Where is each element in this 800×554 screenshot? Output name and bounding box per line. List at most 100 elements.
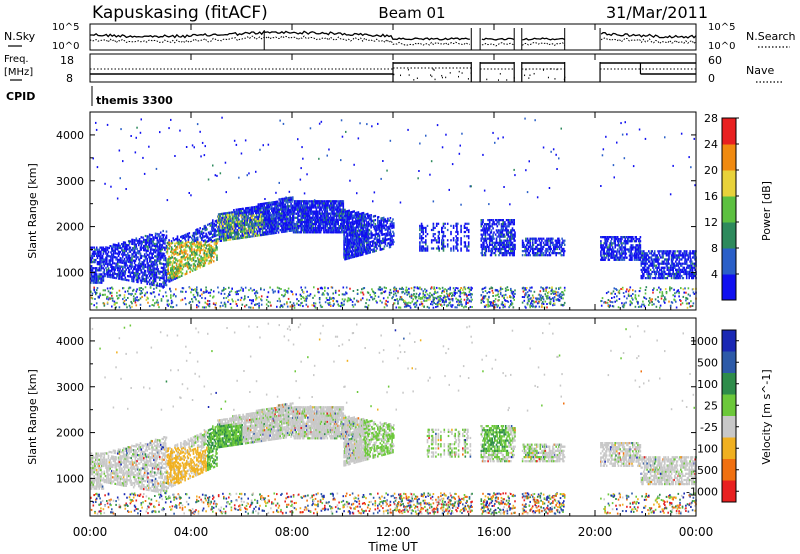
range-cell <box>244 236 246 239</box>
range-cell <box>177 253 180 256</box>
range-cell <box>353 216 355 219</box>
range-cell <box>131 263 133 266</box>
range-cell <box>140 236 143 239</box>
range-cell <box>248 225 250 228</box>
range-cell <box>217 213 220 216</box>
range-cell <box>195 266 197 269</box>
range-cell <box>281 214 283 217</box>
nave-dot <box>430 74 432 76</box>
range-cell <box>301 146 303 149</box>
range-cell <box>144 272 147 275</box>
range-cell <box>151 240 153 243</box>
range-cell <box>256 215 259 219</box>
range-cell <box>203 254 206 257</box>
range-cell <box>345 220 347 224</box>
range-cell <box>354 212 356 215</box>
range-cell <box>311 202 313 205</box>
range-cell <box>132 238 134 241</box>
range-cell <box>128 269 131 272</box>
range-cell <box>345 210 347 213</box>
range-cell <box>207 291 210 294</box>
range-cell <box>193 262 196 265</box>
range-cell <box>333 208 335 211</box>
range-cell <box>282 218 285 221</box>
range-cell <box>355 232 357 235</box>
range-cell <box>194 296 196 299</box>
range-cell <box>351 256 354 259</box>
range-cell <box>345 212 347 215</box>
range-cell <box>230 290 233 293</box>
range-cell <box>347 244 350 248</box>
range-cell <box>100 246 102 249</box>
range-cell <box>212 250 214 253</box>
range-cell <box>314 206 317 209</box>
range-cell <box>317 227 319 230</box>
range-cell <box>304 216 307 219</box>
range-cell <box>157 259 159 263</box>
range-cell <box>409 295 411 298</box>
range-cell <box>108 273 111 276</box>
range-cell <box>255 303 257 306</box>
range-cell <box>192 267 195 270</box>
range-cell <box>288 198 291 202</box>
range-cell <box>228 211 231 214</box>
range-cell <box>356 244 359 247</box>
range-cell <box>200 263 202 267</box>
range-cell <box>393 302 396 305</box>
range-cell <box>244 230 246 233</box>
range-cell <box>102 258 105 262</box>
range-cell <box>159 278 161 281</box>
range-cell <box>262 144 264 147</box>
range-cell <box>147 280 149 283</box>
range-cell <box>332 218 334 221</box>
range-cell <box>329 200 332 203</box>
range-cell <box>354 236 356 240</box>
range-cell <box>254 234 256 237</box>
range-cell <box>322 218 324 221</box>
range-cell <box>102 267 105 270</box>
range-cell <box>121 269 123 272</box>
range-cell <box>95 275 97 278</box>
range-cell <box>288 229 291 232</box>
range-cell <box>217 229 220 232</box>
range-cell <box>196 267 198 270</box>
range-cell <box>233 231 236 234</box>
range-cell <box>95 277 98 280</box>
range-cell <box>95 279 97 282</box>
range-cell <box>333 212 335 215</box>
range-cell <box>177 272 180 275</box>
range-cell <box>388 233 391 236</box>
range-cell <box>164 281 167 285</box>
range-cell <box>377 238 380 241</box>
range-cell <box>193 296 196 299</box>
range-cell <box>214 306 217 309</box>
range-cell <box>175 246 178 249</box>
range-cell <box>382 160 384 162</box>
range-cell <box>229 215 232 218</box>
range-cell <box>266 230 269 234</box>
range-cell <box>127 266 130 270</box>
nave-dot <box>457 75 459 78</box>
range-cell <box>303 299 306 302</box>
range-cell <box>196 304 198 307</box>
range-cell <box>282 201 285 204</box>
range-cell <box>98 250 100 253</box>
range-cell <box>118 250 121 253</box>
range-cell <box>175 252 177 255</box>
range-cell <box>356 242 359 245</box>
range-cell <box>187 261 190 264</box>
range-cell <box>163 285 165 288</box>
range-cell <box>320 208 323 211</box>
range-cell <box>128 271 131 274</box>
range-cell <box>386 219 388 223</box>
range-cell <box>96 248 99 251</box>
range-cell <box>272 223 275 227</box>
range-cell <box>269 228 271 231</box>
range-cell <box>377 220 379 223</box>
range-cell <box>343 241 345 245</box>
range-cell <box>337 220 339 224</box>
range-cell <box>111 253 113 256</box>
range-cell <box>350 223 352 226</box>
range-cell <box>196 232 199 235</box>
range-cell <box>238 220 240 223</box>
